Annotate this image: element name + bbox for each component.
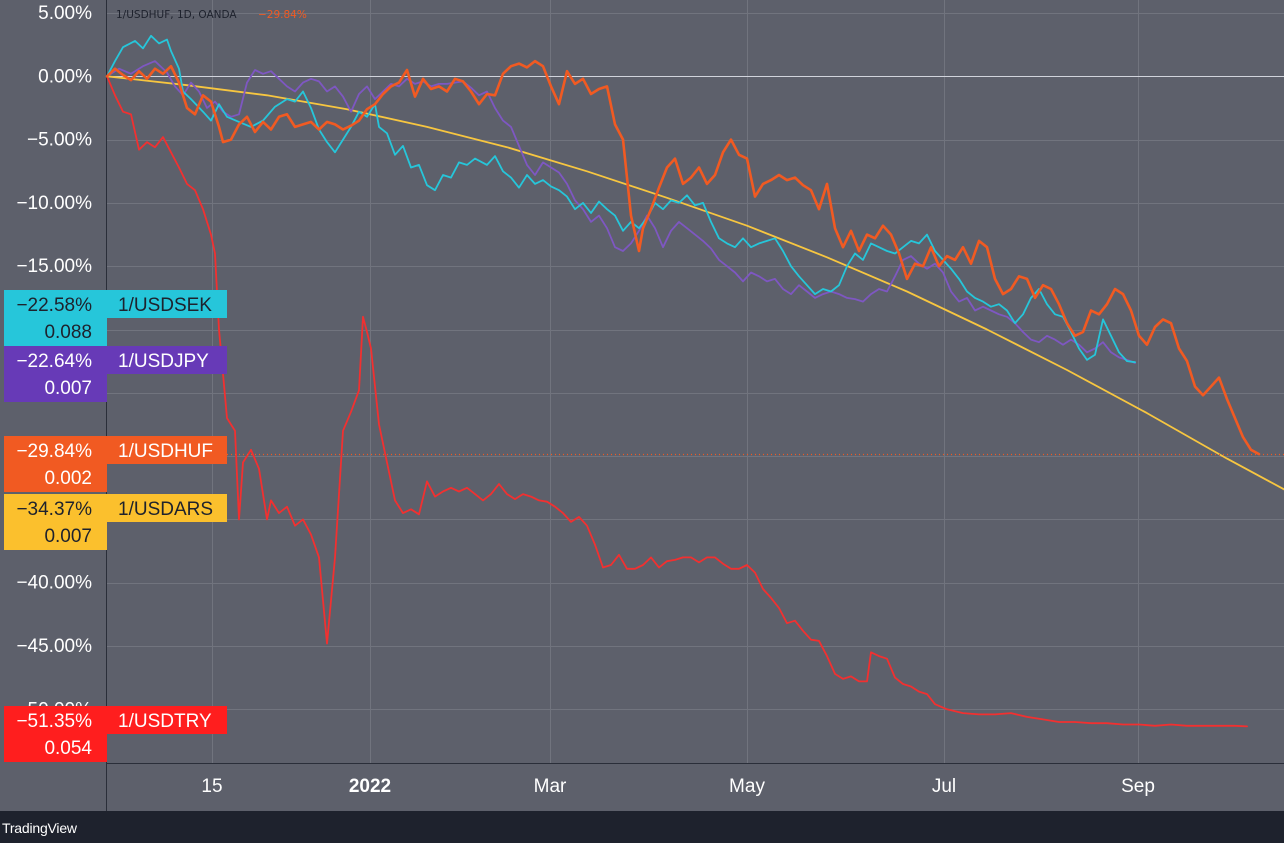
scale-label-price: 0.002 xyxy=(44,468,92,489)
scale-label-box xyxy=(4,436,107,492)
scale-label-usdars[interactable]: −34.37% 0.007 1/USDARS xyxy=(4,494,227,550)
scale-label-percent: −22.58% xyxy=(16,295,92,316)
series-line-usdjpy[interactable] xyxy=(106,60,1136,364)
x-tick-label: Jul xyxy=(932,776,956,797)
y-axis[interactable]: 5.00% 0.00% −5.00% −10.00% −15.00% −40.00% −45… xyxy=(16,3,92,720)
x-axis[interactable]: 15 2022 Mar May Jul Sep xyxy=(201,776,1154,797)
scale-label-price: 0.007 xyxy=(44,378,92,399)
scale-label-price: 0.054 xyxy=(44,738,92,759)
scale-label-name: 1/USDSEK xyxy=(118,295,212,316)
scale-label-usdhuf[interactable]: −29.84% 0.002 1/USDHUF xyxy=(4,436,227,492)
scale-label-usdtry[interactable]: −51.35% 0.054 1/USDTRY xyxy=(4,706,227,762)
x-tick-label: Mar xyxy=(534,776,567,797)
scale-label-name-box xyxy=(107,436,227,464)
scale-label-percent: −22.64% xyxy=(16,351,92,372)
symbol-header-value: −29.84% xyxy=(258,9,307,21)
y-tick-label: −45.00% xyxy=(16,636,92,657)
scale-label-box xyxy=(4,346,107,402)
x-tick-label: Sep xyxy=(1121,776,1155,797)
scale-label-percent: −51.35% xyxy=(16,711,92,732)
scale-label-name: 1/USDJPY xyxy=(118,351,209,372)
series-line-usdars[interactable] xyxy=(106,75,1284,511)
y-tick-label: 5.00% xyxy=(38,3,92,24)
series-line-usdsek[interactable] xyxy=(106,34,1136,364)
scale-label-usdjpy[interactable]: −22.64% 0.007 1/USDJPY xyxy=(4,346,227,402)
scale-label-box xyxy=(4,290,107,346)
x-tick-label: May xyxy=(729,776,765,797)
scale-label-name: 1/USDHUF xyxy=(118,441,213,462)
scale-label-box xyxy=(4,706,107,762)
x-tick-label: 15 xyxy=(201,776,222,797)
y-tick-label: −15.00% xyxy=(16,256,92,277)
y-tick-label: 0.00% xyxy=(38,66,92,87)
series-scale-labels[interactable]: −22.58% 0.088 1/USDSEK −22.64% 0.007 1/USDJPY… xyxy=(4,290,227,762)
scale-label-usdsek[interactable]: −22.58% 0.088 1/USDSEK xyxy=(4,290,227,346)
y-tick-label: −10.00% xyxy=(16,193,92,214)
scale-label-name-box xyxy=(107,290,227,318)
symbol-header[interactable]: 1/USDHUF, 1D, OANDA xyxy=(116,9,237,21)
scale-label-name: 1/USDTRY xyxy=(118,711,212,732)
scale-label-name-box xyxy=(107,706,227,734)
y-tick-label: −5.00% xyxy=(27,130,92,151)
y-tick-label: −40.00% xyxy=(16,573,92,594)
footer-bar xyxy=(0,811,1284,843)
series-line-usdtry[interactable] xyxy=(106,75,1248,728)
scale-label-name-box xyxy=(107,494,227,522)
x-tick-label: 2022 xyxy=(349,776,391,797)
scale-label-name: 1/USDARS xyxy=(118,499,213,520)
series-lines xyxy=(105,34,1284,728)
scale-label-percent: −34.37% xyxy=(16,499,92,520)
scale-label-price: 0.007 xyxy=(44,526,92,547)
scale-label-box xyxy=(4,494,107,550)
series-line-usdhuf[interactable] xyxy=(105,59,1261,456)
scale-label-percent: −29.84% xyxy=(16,441,92,462)
scale-label-price: 0.088 xyxy=(44,322,92,343)
tradingview-brand[interactable]: TradingView xyxy=(2,820,77,836)
scale-label-name-box xyxy=(107,346,227,374)
